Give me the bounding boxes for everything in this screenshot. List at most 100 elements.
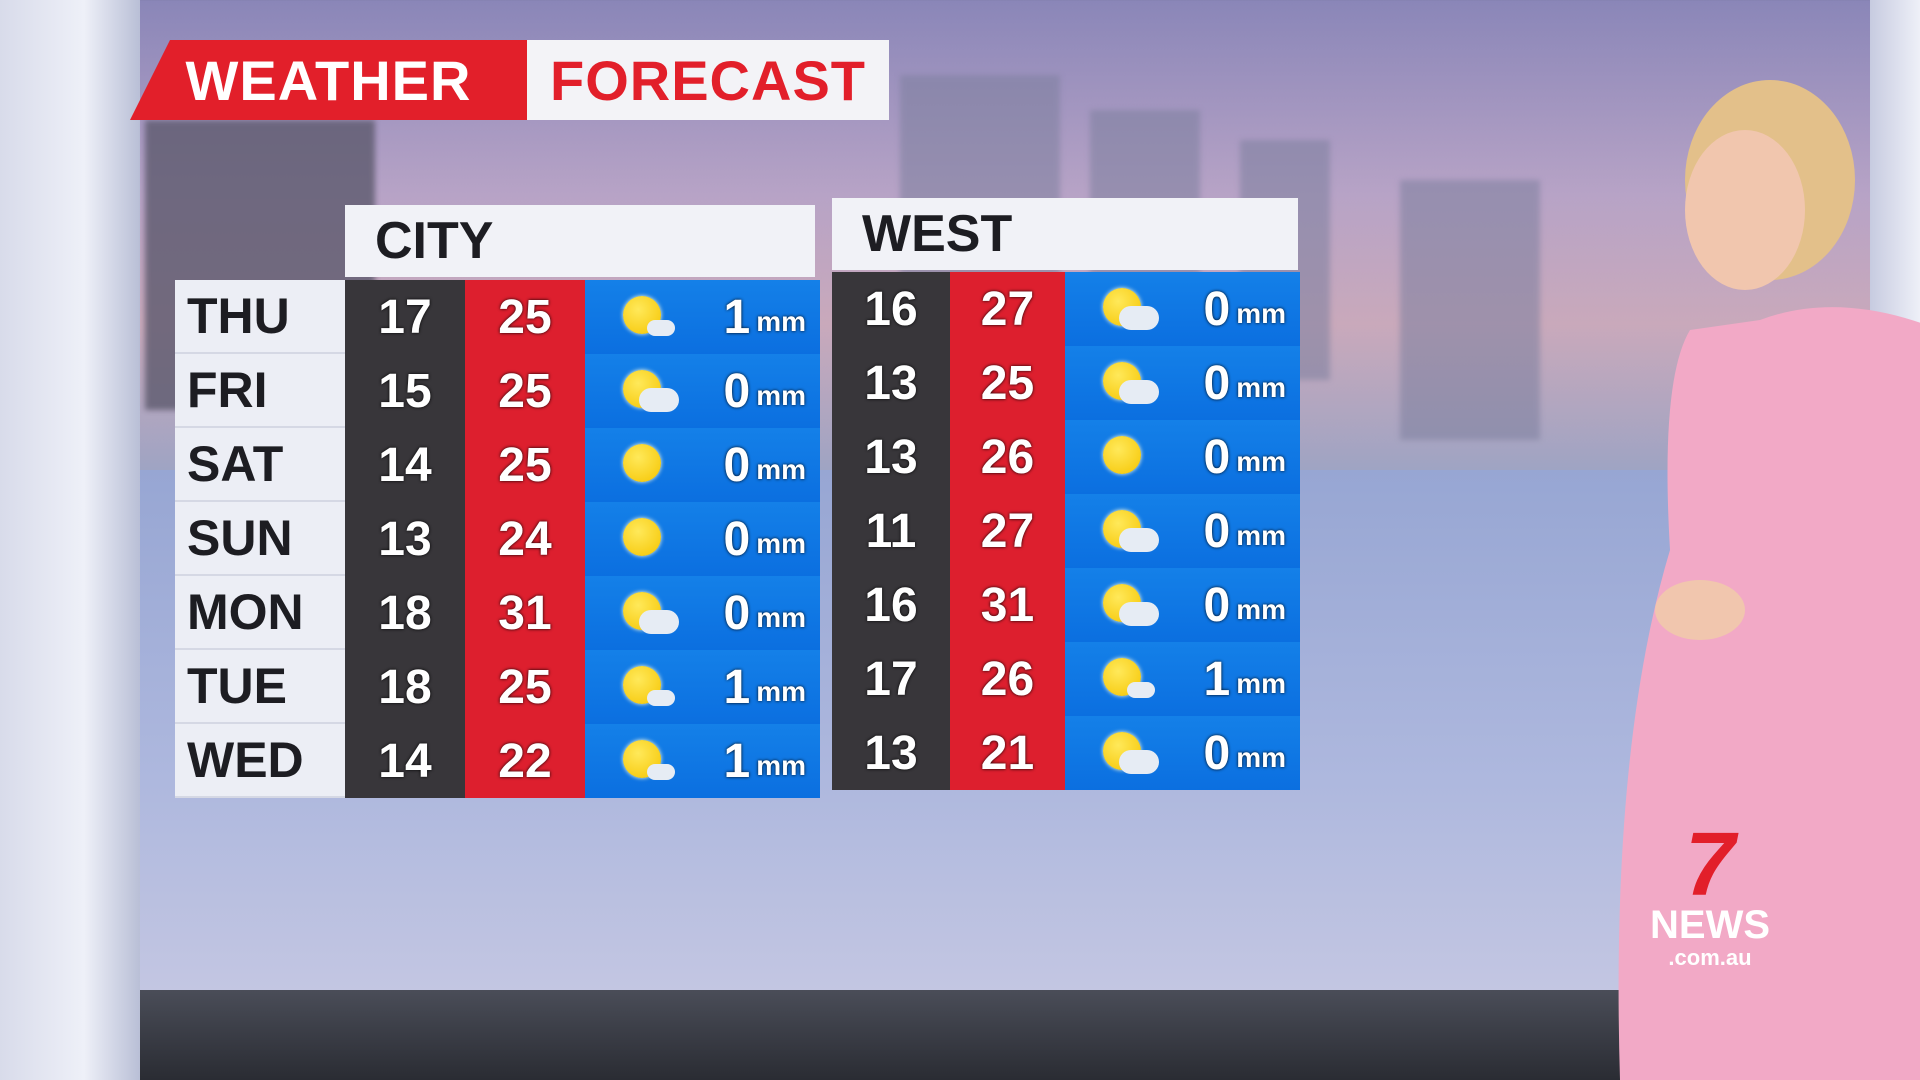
low-temp: 13 [345, 502, 465, 576]
high-temp: 27 [950, 272, 1065, 346]
high-temp: 31 [950, 568, 1065, 642]
high-temp: 27 [950, 494, 1065, 568]
low-temp: 14 [345, 428, 465, 502]
rain-unit: mm [1236, 668, 1286, 699]
low-temp: 16 [832, 568, 950, 642]
high-temp: 24 [465, 502, 585, 576]
rain-amount: 0 [1203, 282, 1231, 336]
rain-unit: mm [756, 306, 806, 337]
rain-cell: 0 mm [1065, 568, 1300, 642]
rain-cell: 0 mm [1065, 716, 1300, 790]
logo-domain: .com.au [1668, 945, 1752, 970]
rain-amount: 1 [723, 734, 751, 788]
sun-shape [623, 444, 661, 482]
rain-unit: mm [756, 380, 806, 411]
rain-unit: mm [756, 750, 806, 781]
partly-cloudy-icon [621, 590, 681, 636]
partly-cloudy-icon [1101, 508, 1161, 554]
day-label: MON [175, 576, 345, 650]
low-temp: 16 [832, 272, 950, 346]
day-label: SAT [175, 428, 345, 502]
low-temp: 13 [832, 420, 950, 494]
rain-cell: 0 mm [1065, 494, 1300, 568]
mostly-sunny-icon [621, 664, 681, 710]
studio-wall-left [0, 0, 140, 1080]
rain-cell: 0 mm [1065, 346, 1300, 420]
rain-amount: 1 [1203, 652, 1231, 706]
mostly-sunny-icon [621, 738, 681, 784]
rain-unit: mm [1236, 594, 1286, 625]
7news-logo: 7 NEWS .com.au [1630, 815, 1790, 971]
mostly-sunny-icon [621, 294, 681, 340]
rain-cell: 1 mm [585, 724, 820, 798]
day-label: TUE [175, 650, 345, 724]
cloud-shape [1119, 528, 1159, 552]
high-temp: 25 [465, 354, 585, 428]
low-temp: 14 [345, 724, 465, 798]
high-temp: 31 [465, 576, 585, 650]
low-temp: 17 [832, 642, 950, 716]
rain-unit: mm [756, 602, 806, 633]
rain-cell: 0 mm [585, 502, 820, 576]
high-temp: 26 [950, 642, 1065, 716]
rain-cell: 1 mm [585, 280, 820, 354]
rain-amount: 0 [723, 438, 751, 492]
rain-unit: mm [1236, 298, 1286, 329]
cloud-shape [1127, 682, 1155, 698]
day-label: THU [175, 280, 345, 354]
rain-amount: 0 [723, 512, 751, 566]
low-temp: 17 [345, 280, 465, 354]
low-temp: 13 [832, 346, 950, 420]
rain-amount: 0 [723, 364, 751, 418]
day-label: FRI [175, 354, 345, 428]
high-temp: 25 [950, 346, 1065, 420]
rain-amount: 0 [1203, 726, 1231, 780]
cloud-shape [1119, 750, 1159, 774]
cloud-shape [647, 320, 675, 336]
partly-cloudy-icon [1101, 582, 1161, 628]
rain-unit: mm [756, 528, 806, 559]
studio-floor [140, 990, 1870, 1080]
cloud-shape [639, 388, 679, 412]
low-temp: 15 [345, 354, 465, 428]
rain-cell: 1 mm [585, 650, 820, 724]
high-temp: 21 [950, 716, 1065, 790]
logo-seven: 7 [1684, 815, 1736, 915]
rain-unit: mm [1236, 742, 1286, 773]
rain-unit: mm [1236, 446, 1286, 477]
high-temp: 25 [465, 280, 585, 354]
rain-cell: 0 mm [1065, 272, 1300, 346]
rain-unit: mm [756, 454, 806, 485]
logo-news: NEWS [1650, 903, 1770, 947]
rain-cell: 0 mm [1065, 420, 1300, 494]
sunny-icon [1101, 434, 1161, 480]
rain-amount: 0 [1203, 504, 1231, 558]
partly-cloudy-icon [1101, 360, 1161, 406]
rain-unit: mm [756, 676, 806, 707]
rain-unit: mm [1236, 372, 1286, 403]
cloud-shape [647, 690, 675, 706]
partly-cloudy-icon [1101, 730, 1161, 776]
presenter [1618, 80, 1920, 1080]
rain-amount: 0 [1203, 356, 1231, 410]
region-header: CITY [345, 205, 815, 277]
low-temp: 11 [832, 494, 950, 568]
day-label: WED [175, 724, 345, 798]
mostly-sunny-icon [1101, 656, 1161, 702]
sun-shape [623, 518, 661, 556]
low-temp: 13 [832, 716, 950, 790]
skyline-building [1400, 180, 1540, 440]
high-temp: 25 [465, 650, 585, 724]
rain-cell: 0 mm [585, 576, 820, 650]
sun-shape [1103, 436, 1141, 474]
cloud-shape [647, 764, 675, 780]
rain-cell: 0 mm [585, 428, 820, 502]
sunny-icon [621, 516, 681, 562]
day-label: SUN [175, 502, 345, 576]
rain-amount: 0 [1203, 578, 1231, 632]
rain-amount: 1 [723, 290, 751, 344]
title-forecast: FORECAST [527, 40, 889, 120]
high-temp: 22 [465, 724, 585, 798]
low-temp: 18 [345, 650, 465, 724]
cloud-shape [1119, 306, 1159, 330]
